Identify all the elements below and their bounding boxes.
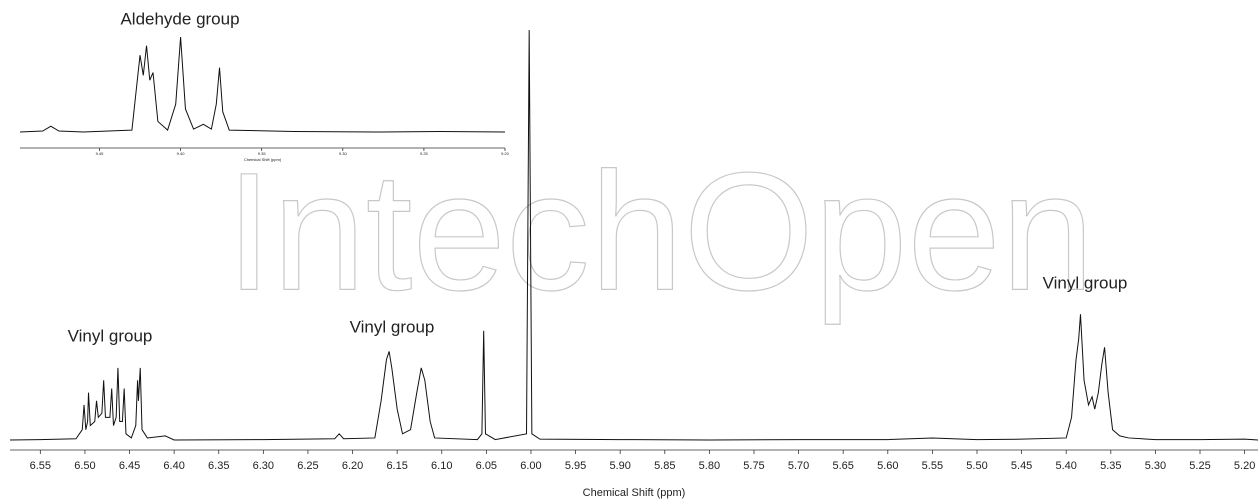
x-tick-label: 5.35	[1100, 460, 1121, 472]
x-tick-label: 6.05	[476, 460, 497, 472]
x-tick-label: 6.15	[386, 460, 407, 472]
x-tick-label: 5.90	[609, 460, 630, 472]
x-tick-label: 9.20	[501, 151, 510, 156]
x-tick-label: 5.60	[877, 460, 898, 472]
x-tick-label: 5.55	[922, 460, 943, 472]
x-tick-label: 6.35	[208, 460, 229, 472]
x-tick-label: 9.25	[420, 151, 429, 156]
x-tick-label: 5.65	[832, 460, 853, 472]
x-tick-label: 9.35	[258, 151, 267, 156]
x-tick-label: 5.70	[788, 460, 809, 472]
watermark: IntechOpen	[226, 137, 1095, 325]
x-tick-label: 6.50	[74, 460, 95, 472]
spectrum-line	[9, 29, 1259, 441]
annotation: Vinyl group	[1043, 273, 1128, 292]
x-tick-label: 6.00	[520, 460, 541, 472]
x-tick-label: 5.20	[1234, 460, 1255, 472]
x-tick-label: 5.45	[1011, 460, 1032, 472]
x-tick-label: 6.45	[119, 460, 140, 472]
x-tick-label: 6.20	[342, 460, 363, 472]
x-tick-label: 5.25	[1189, 460, 1210, 472]
annotation: Vinyl group	[68, 326, 153, 345]
x-tick-label: 9.45	[96, 151, 105, 156]
x-tick-label: 6.30	[253, 460, 274, 472]
x-axis-label: Chemical Shift (ppm)	[244, 157, 282, 162]
x-tick-label: 5.50	[966, 460, 987, 472]
x-tick-label: 9.40	[177, 151, 186, 156]
x-tick-label: 6.10	[431, 460, 452, 472]
x-axis-label: Chemical Shift (ppm)	[583, 487, 686, 499]
x-tick-label: 5.30	[1145, 460, 1166, 472]
x-tick-label: 5.85	[654, 460, 675, 472]
x-tick-label: 5.40	[1055, 460, 1076, 472]
x-tick-label: 9.30	[339, 151, 348, 156]
spectrum-line	[19, 36, 506, 133]
x-tick-label: 5.95	[565, 460, 586, 472]
x-tick-label: 6.55	[30, 460, 51, 472]
x-tick-label: 6.40	[163, 460, 184, 472]
inset-title: Aldehyde group	[120, 9, 239, 28]
annotation: Vinyl group	[350, 317, 435, 336]
x-tick-label: 5.80	[699, 460, 720, 472]
x-tick-label: 6.25	[297, 460, 318, 472]
x-tick-label: 5.75	[743, 460, 764, 472]
